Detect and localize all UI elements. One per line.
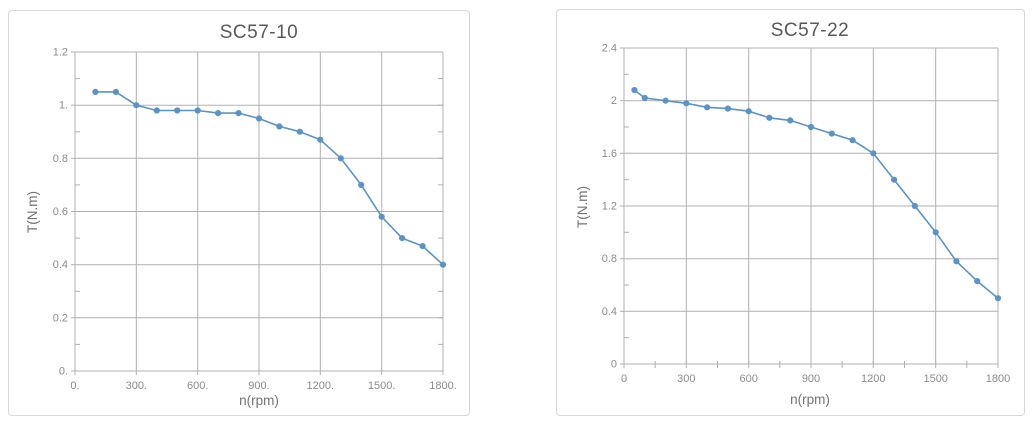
data-point: [662, 97, 669, 104]
y-tick-label: 2: [611, 95, 617, 107]
y-tick-label: 0.4: [53, 259, 68, 271]
data-point: [766, 114, 773, 121]
data-point: [828, 130, 835, 137]
data-point: [317, 136, 324, 143]
data-point: [891, 176, 898, 183]
data-point: [358, 181, 365, 188]
x-tick-label: 1500.: [368, 380, 396, 392]
y-tick-label: 1.: [59, 100, 68, 112]
data-point: [419, 243, 426, 250]
data-point: [724, 105, 731, 112]
x-tick-label: 1200.: [307, 380, 335, 392]
y-tick-label: 1.2: [602, 201, 617, 213]
data-point: [399, 235, 406, 242]
data-point: [704, 104, 711, 111]
y-axis-label: T(N.m): [25, 191, 40, 233]
data-point: [112, 88, 119, 95]
x-tick-label: 1800.: [429, 380, 457, 392]
data-point: [994, 295, 1002, 302]
x-tick-label: 600: [740, 373, 758, 385]
x-tick-label: 600.: [187, 380, 208, 392]
x-axis-label: n(rpm): [790, 392, 830, 407]
x-tick-label: 1200: [861, 373, 885, 385]
chart-card-sc57-22: SC57-22 0 0.4 0.8 1.2 1.6 2 2.4 0 300 600 900 1200 1…: [556, 9, 1025, 416]
data-point: [235, 110, 242, 117]
data-point: [337, 155, 344, 162]
data-point: [631, 87, 638, 94]
y-tick-label: 0.4: [602, 306, 617, 318]
data-point: [683, 100, 690, 107]
chart-sc57-10: 0. 0.2 0.4 0.6 0.8 1. 1.2 0. 300. 600. 900. 1200. 15…: [53, 47, 457, 393]
data-point: [807, 123, 815, 131]
chart-card-sc57-10: SC57-10 0. 0.2 0.4 0.6 0.8 1. 1.2 0. 300. 600. 900…: [8, 10, 470, 416]
chart-title: SC57-10: [219, 22, 299, 43]
data-point: [870, 150, 877, 157]
x-tick-label: 0: [621, 373, 627, 385]
y-axis-label: T(N.m): [575, 186, 590, 228]
x-tick-label: 300: [677, 373, 695, 385]
x-tick-label: 1500: [923, 373, 947, 385]
data-point: [215, 110, 222, 117]
x-tick-label: 900: [802, 373, 820, 385]
chart-sc57-22: 0 0.4 0.8 1.2 1.6 2 2.4 0 300 600 900 1200 1500 1800: [602, 43, 1011, 386]
data-point: [911, 202, 918, 210]
x-tick-label: 300.: [126, 380, 147, 392]
y-tick-label: 0.6: [53, 206, 68, 218]
x-tick-label: 900.: [248, 380, 269, 392]
y-tick-label: 0.: [59, 366, 68, 378]
x-tick-label: 1800: [986, 373, 1010, 385]
data-point: [953, 258, 960, 265]
y-tick-label: 0.2: [53, 312, 68, 324]
x-tick-label: 0.: [70, 380, 79, 392]
data-point: [133, 102, 140, 109]
data-point: [92, 88, 99, 95]
y-tick-label: 0.8: [53, 153, 68, 165]
data-point: [378, 213, 385, 220]
chart-title: SC57-22: [770, 20, 850, 41]
data-point: [849, 137, 856, 144]
y-tick-label: 1.2: [53, 47, 68, 59]
data-point: [296, 128, 303, 135]
y-tick-label: 1.6: [602, 148, 617, 160]
data-point: [153, 107, 160, 114]
data-point: [194, 107, 201, 114]
data-point: [439, 261, 447, 268]
data-point: [255, 115, 263, 122]
y-tick-label: 2.4: [602, 43, 617, 55]
data-point: [974, 278, 981, 285]
data-point: [745, 108, 752, 115]
data-point: [932, 229, 939, 236]
series-line: [633, 89, 999, 299]
y-tick-label: 0.8: [602, 253, 617, 265]
x-axis-label: n(rpm): [239, 393, 279, 408]
series-line: [95, 91, 444, 266]
data-point: [641, 94, 648, 102]
data-point: [276, 123, 283, 130]
y-tick-label: 0: [611, 359, 617, 371]
data-point: [174, 107, 181, 114]
data-point: [787, 117, 794, 124]
